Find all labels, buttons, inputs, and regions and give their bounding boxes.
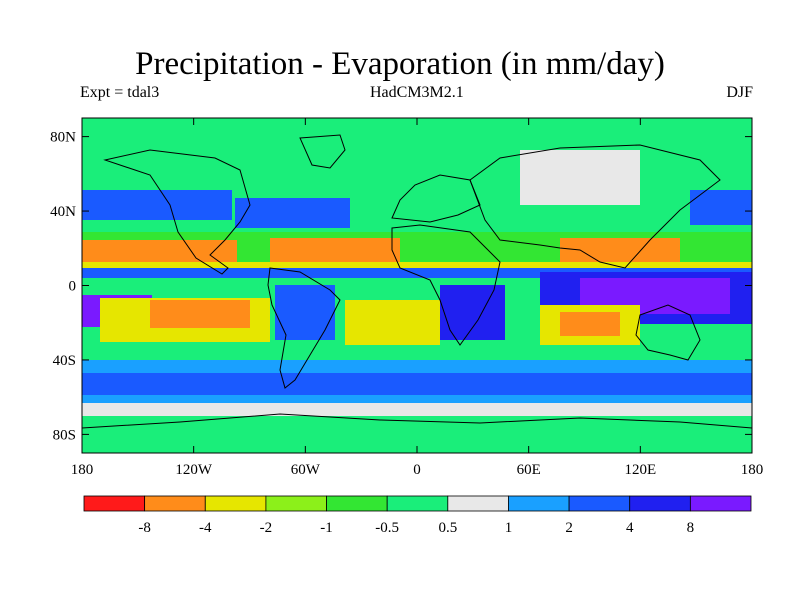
colorbar-label: 1 (505, 520, 513, 536)
north-atlantic-storm-track (235, 198, 350, 228)
antarctica-outline (82, 413, 752, 429)
antarctic-margin-band (82, 403, 752, 416)
colorbar-label: -1 (320, 520, 333, 536)
indian-ocean-dry-core (560, 312, 620, 336)
colorbar-swatch (326, 495, 388, 512)
y-tick-label: 80S (53, 427, 76, 443)
north-atlantic-dry-zone (270, 238, 400, 264)
season-label: DJF (726, 84, 753, 101)
y-tick-label: 0 (69, 279, 77, 295)
south-atlantic-dry-zone (345, 300, 440, 345)
colorbar: -8 -4 -2 -1 -0.5 0.5 1 2 4 8 (83, 495, 752, 536)
nh-trade-belt (82, 262, 752, 270)
colorbar-label: 2 (565, 520, 573, 536)
colorbar-label: -4 (199, 520, 212, 536)
itcz-band (82, 268, 752, 278)
colorbar-label: 4 (626, 520, 634, 536)
siberia-neutral (520, 150, 640, 205)
y-tick-label: 40N (50, 204, 76, 220)
asia-outline (469, 144, 721, 269)
y-axis: 80N 40N 0 40S 80S (50, 130, 752, 443)
colorbar-swatch (83, 495, 146, 512)
x-tick-label: 180 (71, 462, 94, 478)
colorbar-swatch (447, 495, 509, 512)
colorbar-swatch (689, 495, 752, 512)
y-tick-label: 80N (50, 130, 76, 146)
experiment-label: Expt = tdal3 (80, 84, 160, 101)
model-label: HadCM3M2.1 (370, 84, 464, 101)
arctic-field (82, 118, 752, 140)
continent-outlines (82, 134, 752, 429)
africa-outline (391, 224, 501, 346)
x-tick-label: 60W (291, 462, 321, 478)
x-axis: 180 120W 60W 0 60E 120E 180 (71, 118, 764, 478)
colorbar-swatch (568, 495, 631, 512)
southern-ocean-storm-track (82, 373, 752, 395)
australia-outline (635, 304, 701, 361)
africa-rain (440, 285, 505, 340)
west-pacific-storm-track (690, 190, 752, 225)
colorbar-swatch (386, 495, 449, 512)
x-tick-label: 60E (517, 462, 541, 478)
x-tick-label: 120E (624, 462, 656, 478)
north-pacific-dry-zone (82, 240, 237, 264)
colorbar-label: 8 (687, 520, 695, 536)
colorbar-swatch (265, 495, 327, 512)
south-pacific-dry-core (150, 300, 250, 328)
x-tick-label: 180 (741, 462, 764, 478)
colorbar-label: 0.5 (438, 520, 457, 536)
south-america-outline (267, 267, 341, 389)
colorbar-swatch (204, 495, 267, 512)
x-tick-label: 0 (413, 462, 421, 478)
colorbar-swatch (629, 495, 691, 512)
colorbar-label: -2 (260, 520, 273, 536)
colorbar-label: -8 (138, 520, 151, 536)
y-tick-label: 40S (53, 353, 76, 369)
colorbar-label: -0.5 (375, 520, 399, 536)
x-tick-label: 120W (175, 462, 213, 478)
arabian-sea-dry-zone (560, 238, 680, 264)
colorbar-swatch (508, 495, 570, 512)
map-title: Precipitation - Evaporation (in mm/day) (135, 46, 665, 82)
colorbar-swatch (144, 495, 206, 512)
north-america-outline (103, 149, 251, 275)
north-pacific-storm-track (82, 190, 232, 220)
greenland-outline (299, 134, 346, 169)
